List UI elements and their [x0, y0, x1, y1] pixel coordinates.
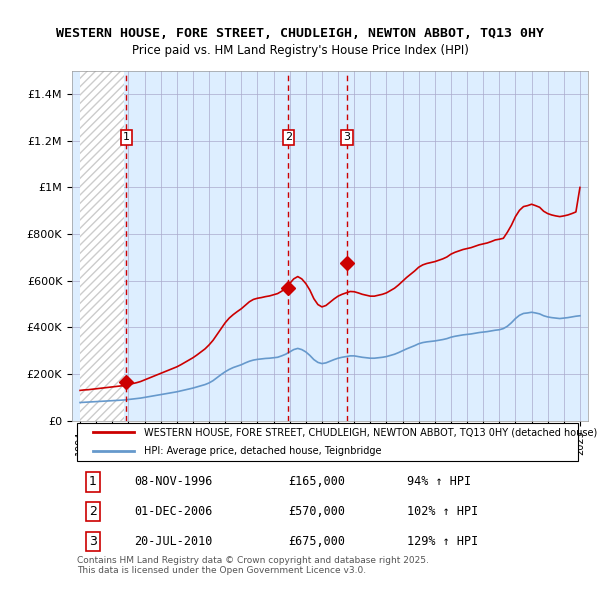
Text: £165,000: £165,000: [289, 476, 346, 489]
Text: 1: 1: [89, 476, 97, 489]
Text: 3: 3: [343, 132, 350, 142]
Text: 20-JUL-2010: 20-JUL-2010: [134, 535, 212, 548]
Text: 08-NOV-1996: 08-NOV-1996: [134, 476, 212, 489]
Text: Contains HM Land Registry data © Crown copyright and database right 2025.
This d: Contains HM Land Registry data © Crown c…: [77, 556, 429, 575]
Text: 94% ↑ HPI: 94% ↑ HPI: [407, 476, 472, 489]
Text: 01-DEC-2006: 01-DEC-2006: [134, 505, 212, 518]
Text: 1: 1: [123, 132, 130, 142]
Text: 2: 2: [285, 132, 292, 142]
Text: Price paid vs. HM Land Registry's House Price Index (HPI): Price paid vs. HM Land Registry's House …: [131, 44, 469, 57]
Text: 102% ↑ HPI: 102% ↑ HPI: [407, 505, 479, 518]
Text: £570,000: £570,000: [289, 505, 346, 518]
Text: WESTERN HOUSE, FORE STREET, CHUDLEIGH, NEWTON ABBOT, TQ13 0HY (detached house): WESTERN HOUSE, FORE STREET, CHUDLEIGH, N…: [144, 428, 598, 438]
Text: £675,000: £675,000: [289, 535, 346, 548]
Text: 2: 2: [89, 505, 97, 518]
Text: 3: 3: [89, 535, 97, 548]
FancyBboxPatch shape: [77, 423, 578, 461]
Text: HPI: Average price, detached house, Teignbridge: HPI: Average price, detached house, Teig…: [144, 446, 382, 456]
Text: 129% ↑ HPI: 129% ↑ HPI: [407, 535, 479, 548]
Text: WESTERN HOUSE, FORE STREET, CHUDLEIGH, NEWTON ABBOT, TQ13 0HY: WESTERN HOUSE, FORE STREET, CHUDLEIGH, N…: [56, 27, 544, 40]
